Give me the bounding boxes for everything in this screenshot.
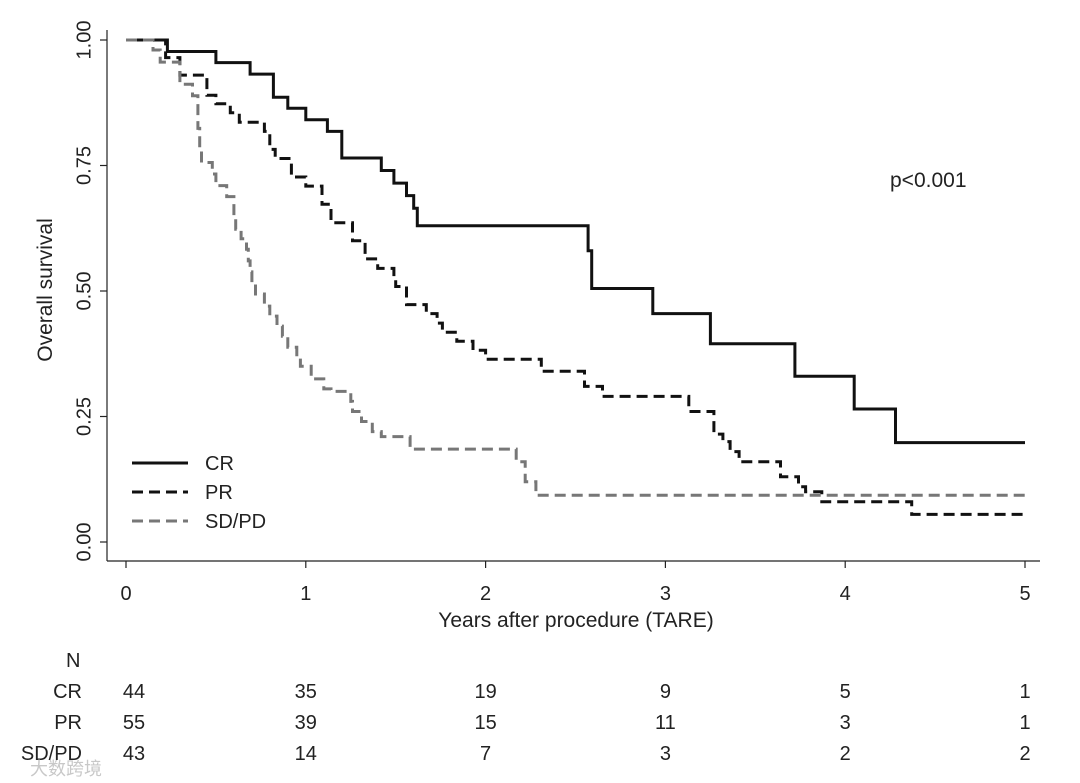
risk-count: 39 [295, 712, 317, 734]
y-axis-title: Overall survival [34, 218, 57, 362]
risk-table-header: N [66, 650, 80, 672]
y-tick-label: 0.50 [73, 272, 95, 311]
legend-label-cr: CR [205, 453, 234, 475]
risk-count: 19 [474, 681, 496, 703]
y-tick-label: 0.75 [73, 146, 95, 185]
curve-sd-pd [126, 38, 1025, 497]
y-tick-label: 0.25 [73, 397, 95, 436]
risk-row-label: CR [53, 681, 82, 703]
risk-count: 14 [295, 743, 317, 765]
risk-count: 9 [660, 681, 671, 703]
risk-count: 2 [840, 743, 851, 765]
risk-count: 2 [1019, 743, 1030, 765]
risk-count: 15 [474, 712, 496, 734]
curve-pr [126, 38, 1025, 516]
watermark: 大数跨境 [30, 759, 102, 780]
risk-row-label: SD/PD [21, 743, 82, 765]
x-tick-label: 2 [480, 583, 491, 605]
x-tick-label: 0 [120, 583, 131, 605]
survival-curves [126, 38, 1025, 516]
risk-count: 1 [1019, 712, 1030, 734]
x-tick-label: 4 [840, 583, 851, 605]
y-tick-label: 0.00 [73, 523, 95, 562]
risk-count: 3 [660, 743, 671, 765]
risk-count: 1 [1019, 681, 1030, 703]
y-tick-label: 1.00 [73, 21, 95, 60]
x-tick-label: 3 [660, 583, 671, 605]
risk-count: 3 [840, 712, 851, 734]
x-tick-label: 1 [300, 583, 311, 605]
risk-count: 7 [480, 743, 491, 765]
x-axis-title: Years after procedure (TARE) [438, 609, 713, 632]
number-at-risk-table: N CR 44 35 19 9 5 1 PR 55 39 15 11 3 1 SD/PD 43 14 7 3 2 2 [21, 650, 1031, 765]
p-value-annotation: p<0.001 [890, 169, 967, 192]
x-tick-label: 5 [1019, 583, 1030, 605]
risk-count: 5 [840, 681, 851, 703]
legend-label-pr: PR [205, 482, 233, 504]
legend-label-sd-pd: SD/PD [205, 511, 266, 533]
risk-count: 11 [655, 712, 676, 734]
risk-row-label: PR [54, 712, 82, 734]
risk-count: 55 [123, 712, 145, 734]
risk-count: 43 [123, 743, 145, 765]
watermark-text: 大数跨境 [30, 759, 102, 780]
legend: CR PR SD/PD [132, 453, 266, 533]
risk-count: 35 [295, 681, 317, 703]
curve-cr [126, 38, 1025, 445]
axes: 0.00 0.25 0.50 0.75 1.00 0 1 2 3 4 5 [73, 21, 1040, 605]
risk-count: 44 [123, 681, 145, 703]
